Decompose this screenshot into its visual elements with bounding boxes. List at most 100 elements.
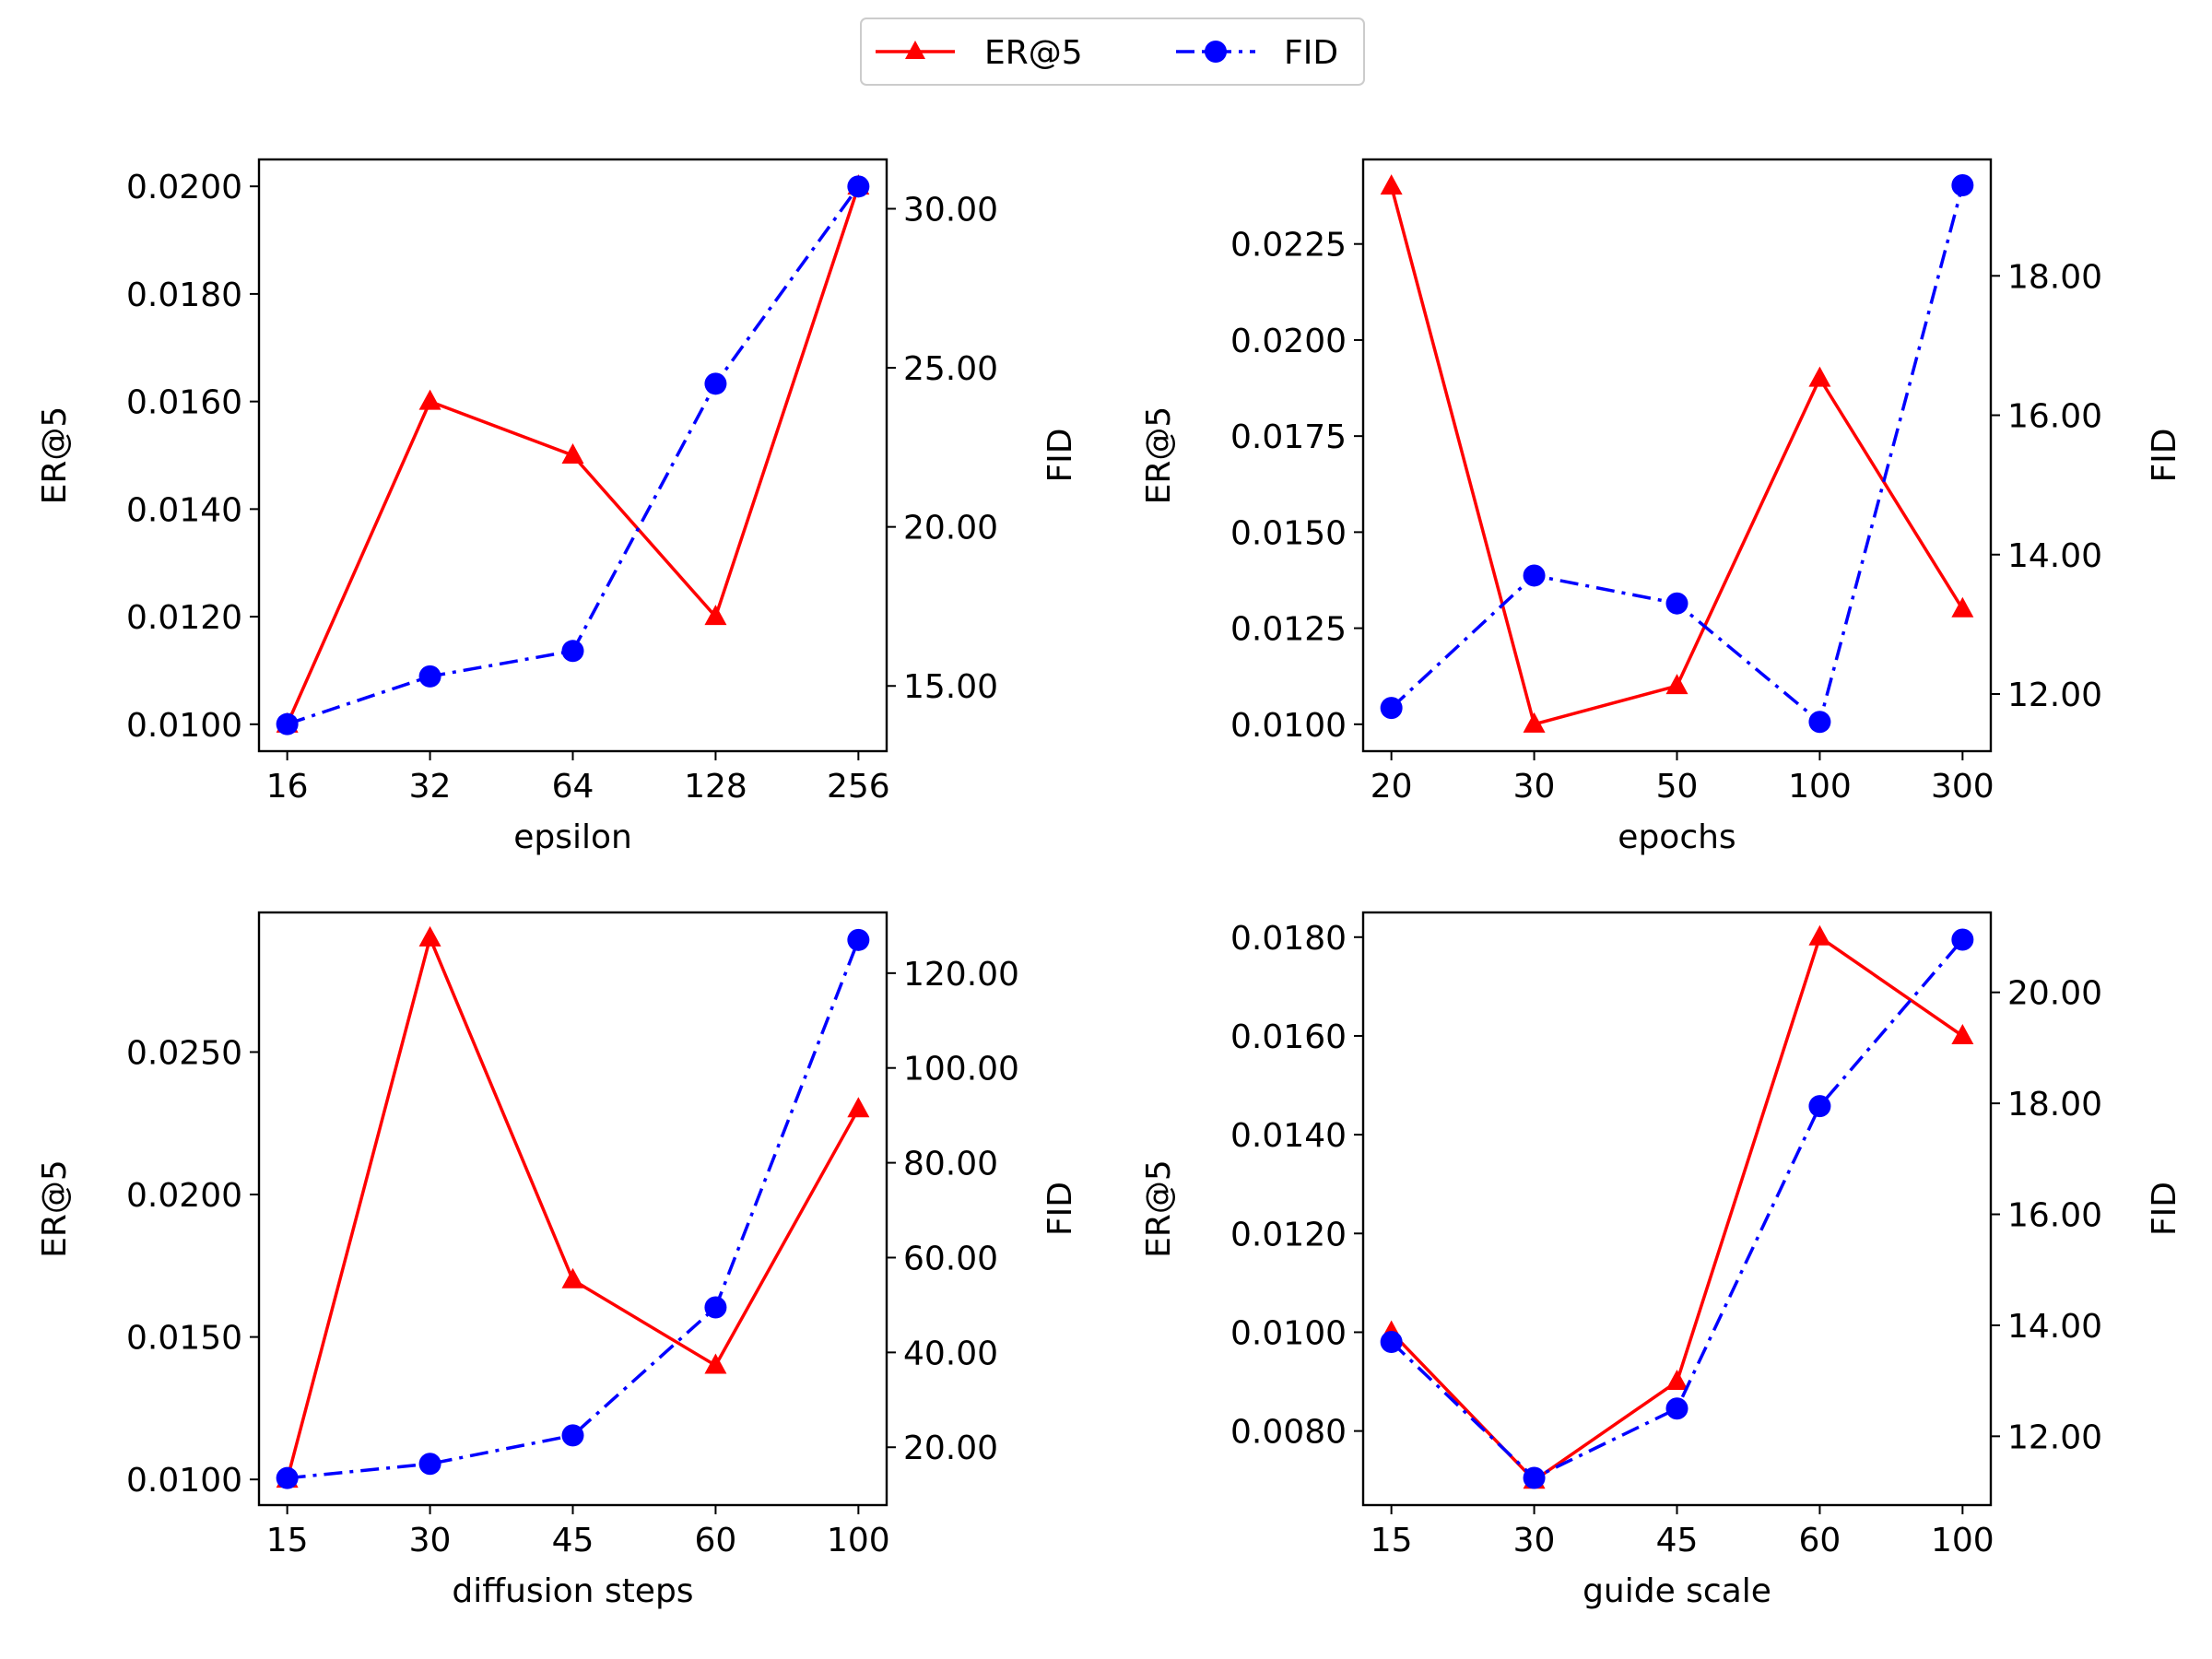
- x-tick-label: 30: [1513, 1522, 1556, 1559]
- right-y-tick-label: 25.00: [903, 350, 998, 388]
- subplot-1: 16 32 64 128 256 epsilon 0.0100 0.0120 0.0140 0.0…: [36, 158, 1079, 856]
- data-point-fid: [418, 1453, 441, 1476]
- data-point-er5: [418, 389, 441, 410]
- left-y-tick-label: 0.0140: [1230, 1117, 1347, 1155]
- data-point-er5: [1665, 674, 1688, 695]
- subplot-3: 15 30 45 60 100 diffusion steps 0.0100 0.0150 0.…: [36, 911, 1079, 1610]
- right-y-axis-label: FID: [1041, 428, 1079, 482]
- right-y-tick-label: 14.00: [2007, 537, 2102, 575]
- left-y-tick-label: 0.0225: [1230, 227, 1347, 265]
- left-y-tick-label: 0.0150: [126, 1320, 242, 1358]
- left-y-tick-label: 0.0140: [126, 491, 242, 529]
- left-y-tick-label: 0.0100: [1230, 1314, 1347, 1352]
- x-tick-label: 100: [827, 1522, 890, 1559]
- data-point-fid: [561, 1424, 584, 1447]
- data-point-er5: [418, 925, 441, 947]
- left-y-tick-label: 0.0250: [126, 1034, 242, 1072]
- data-point-er5: [561, 443, 584, 464]
- left-y-axis-label: ER@5: [36, 406, 74, 505]
- left-y-axis-label: ER@5: [36, 1159, 74, 1258]
- left-y-tick-label: 0.0175: [1230, 418, 1347, 456]
- data-point-fid: [1808, 1095, 1831, 1118]
- data-point-fid: [1380, 697, 1403, 720]
- x-tick-label: 45: [1656, 1522, 1699, 1559]
- x-tick-label: 100: [1931, 1522, 1994, 1559]
- left-y-tick-label: 0.0200: [126, 1177, 242, 1215]
- left-y-tick-label: 0.0160: [1230, 1018, 1347, 1056]
- left-y-axis-label: ER@5: [1140, 406, 1178, 505]
- left-y-tick-label: 0.0200: [1230, 323, 1347, 360]
- series-line-er5: [285, 936, 860, 1480]
- x-tick-label: 50: [1656, 768, 1699, 806]
- legend-fid-marker: [1205, 41, 1227, 63]
- data-point-er5: [1808, 924, 1831, 946]
- plot-frame: [257, 911, 888, 1507]
- left-y-tick-label: 0.0160: [126, 384, 242, 422]
- left-y-tick-label: 0.0100: [1230, 707, 1347, 745]
- left-y-tick-label: 0.0125: [1230, 611, 1347, 649]
- right-y-tick-label: 80.00: [903, 1146, 998, 1183]
- data-point-er5: [704, 605, 727, 626]
- data-point-fid: [704, 1296, 727, 1319]
- x-tick-label: 32: [409, 768, 452, 806]
- x-axis-label: epsilon: [513, 818, 632, 856]
- right-y-tick-label: 20.00: [903, 510, 998, 547]
- data-point-er5: [1523, 712, 1546, 733]
- x-tick-label: 100: [1788, 768, 1852, 806]
- left-y-tick-label: 0.0120: [126, 599, 242, 637]
- left-y-tick-label: 0.0200: [126, 169, 242, 206]
- right-y-tick-label: 18.00: [2007, 1086, 2102, 1124]
- left-y-tick-label: 0.0180: [1230, 920, 1347, 958]
- data-point-fid: [276, 1466, 299, 1489]
- data-point-fid: [418, 665, 441, 688]
- right-y-tick-label: 18.00: [2007, 258, 2102, 296]
- right-y-tick-label: 16.00: [2007, 398, 2102, 436]
- x-axis-label: diffusion steps: [452, 1572, 693, 1610]
- x-tick-label: 15: [1371, 1522, 1413, 1559]
- right-y-tick-label: 12.00: [2007, 1418, 2102, 1456]
- right-y-axis-label: FID: [2146, 428, 2183, 482]
- right-y-axis-label: FID: [1041, 1182, 1079, 1236]
- x-tick-label: 256: [827, 768, 890, 806]
- data-point-fid: [1951, 928, 1974, 951]
- data-point-fid: [1665, 1397, 1688, 1420]
- right-y-tick-label: 40.00: [903, 1335, 998, 1372]
- data-point-er5: [1951, 1023, 1974, 1044]
- data-point-er5: [561, 1267, 584, 1288]
- data-point-er5: [1665, 1370, 1688, 1391]
- right-y-tick-label: 12.00: [2007, 677, 2102, 714]
- x-tick-label: 60: [1799, 1522, 1841, 1559]
- x-tick-label: 30: [409, 1522, 452, 1559]
- legend: ER@5 FID: [860, 18, 1365, 86]
- series-line-fid: [1390, 938, 1964, 1480]
- data-point-fid: [1380, 1330, 1403, 1353]
- legend-frame: [860, 18, 1365, 86]
- series-line-fid: [287, 939, 860, 1480]
- data-point-fid: [1523, 564, 1546, 587]
- subplot-2: 20 30 50 100 300 epochs 0.0100 0.0125 0.0150 0.01…: [1140, 158, 2183, 856]
- data-point-fid: [704, 372, 727, 395]
- legend-fid-label: FID: [1284, 34, 1338, 72]
- right-y-tick-label: 20.00: [2007, 975, 2102, 1013]
- x-axis-label: guide scale: [1583, 1572, 1771, 1610]
- right-y-tick-label: 14.00: [2007, 1308, 2102, 1346]
- right-y-tick-label: 60.00: [903, 1240, 998, 1277]
- data-point-er5: [1808, 366, 1831, 387]
- data-point-fid: [561, 640, 584, 663]
- x-tick-label: 30: [1513, 768, 1556, 806]
- x-tick-label: 60: [695, 1522, 737, 1559]
- legend-er5-label: ER@5: [984, 34, 1083, 72]
- data-point-fid: [1951, 173, 1974, 196]
- right-y-tick-label: 20.00: [903, 1430, 998, 1467]
- left-y-tick-label: 0.0080: [1230, 1414, 1347, 1452]
- data-point-er5: [847, 1097, 870, 1118]
- left-y-tick-label: 0.0180: [126, 276, 242, 314]
- data-point-fid: [1808, 711, 1831, 734]
- data-point-fid: [847, 928, 870, 951]
- right-y-tick-label: 100.00: [903, 1051, 1019, 1088]
- data-point-er5: [1380, 174, 1403, 195]
- subplots: 16 32 64 128 256 epsilon 0.0100 0.0120 0.0140 0.0…: [36, 158, 2183, 1610]
- x-tick-label: 64: [552, 768, 594, 806]
- x-tick-label: 300: [1931, 768, 1994, 806]
